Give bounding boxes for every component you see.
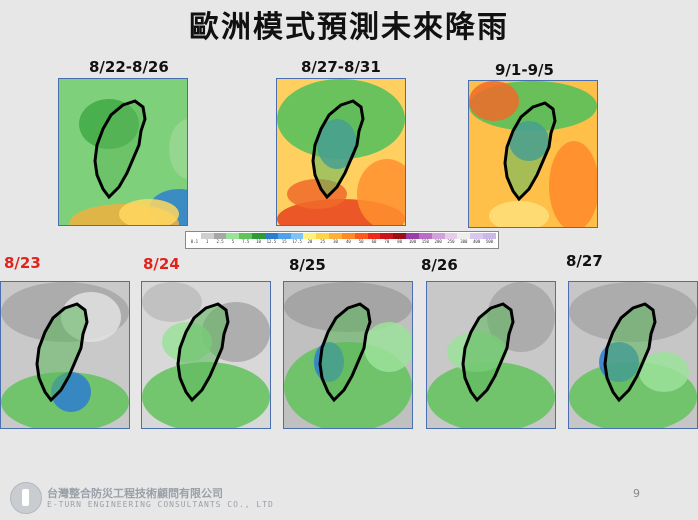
taiwan-outline xyxy=(461,302,515,403)
daily-rainfall-map-5 xyxy=(568,281,698,429)
page-number: 9 xyxy=(633,487,640,500)
color-scale-swatch xyxy=(239,233,253,239)
daily-rainfall-map-1 xyxy=(0,281,130,429)
taiwan-outline xyxy=(35,302,89,403)
company-name: 台灣整合防災工程技術顧問有限公司 xyxy=(47,487,223,500)
color-scale-tick: 5 xyxy=(231,239,235,244)
color-scale-swatch xyxy=(341,233,355,239)
daily-rainfall-map-2 xyxy=(141,281,271,429)
color-scale-tick: 17.5 xyxy=(292,239,302,244)
color-scale-tick: 200 xyxy=(434,239,442,244)
rainfall-color-scale: 0.1 1 2.5 5 7.5 10 12.5 15 17.5 20 25 30 40 50 60 70 80 1… xyxy=(185,231,499,249)
color-scale-tick: 25 xyxy=(320,239,326,244)
color-scale-swatch xyxy=(483,233,496,239)
color-scale-swatch xyxy=(418,233,432,239)
color-scale-swatch xyxy=(213,233,227,239)
color-scale-swatch xyxy=(264,233,278,239)
color-scale-tick: 100 xyxy=(408,239,417,244)
taiwan-outline xyxy=(318,302,372,403)
color-scale-tick: 12.5 xyxy=(266,239,277,244)
color-scale-swatch xyxy=(226,233,240,239)
weekly-label-3: 9/1-9/5 xyxy=(495,61,554,79)
daily-label-3: 8/25 xyxy=(289,256,326,274)
daily-label-1: 8/23 xyxy=(4,254,41,272)
color-scale-tick: 40 xyxy=(345,239,351,244)
taiwan-outline xyxy=(93,99,147,200)
color-scale-swatch xyxy=(431,233,445,239)
daily-label-5: 8/27 xyxy=(566,252,603,270)
color-scale-tick: 500 xyxy=(485,239,494,244)
taiwan-outline xyxy=(503,101,557,202)
color-scale-tick: 0.1 xyxy=(190,239,199,244)
rainfall-area xyxy=(119,199,179,225)
color-scale-tick: 15 xyxy=(281,239,287,244)
rainfall-area xyxy=(549,141,597,227)
weekly-rainfall-map-3 xyxy=(468,80,598,228)
rainfall-area xyxy=(142,282,202,322)
color-scale-swatch xyxy=(380,233,394,239)
color-scale-tick: 60 xyxy=(371,239,377,244)
color-scale-tick: 80 xyxy=(397,239,403,244)
taiwan-outline xyxy=(176,302,230,403)
weekly-label-2: 8/27-8/31 xyxy=(301,58,381,76)
rainfall-area xyxy=(639,352,689,392)
rainfall-field xyxy=(427,282,555,428)
color-scale-swatch xyxy=(354,233,368,239)
color-scale-swatch xyxy=(188,233,201,239)
color-scale-swatch xyxy=(444,233,458,239)
color-scale-tick: 10 xyxy=(256,239,261,244)
taiwan-outline xyxy=(603,302,657,403)
company-name-en: E-TURN ENGINEERING CONSULTANTS CO., LTD xyxy=(47,500,274,509)
rainfall-field xyxy=(277,79,405,225)
rainfall-field xyxy=(469,81,597,227)
color-scale-tick: 250 xyxy=(447,239,455,244)
rainfall-area xyxy=(357,159,405,225)
daily-label-2: 8/24 xyxy=(143,255,180,273)
rainfall-area xyxy=(427,362,555,428)
color-scale-tick: 400 xyxy=(473,239,481,244)
color-scale-tick: 7.5 xyxy=(242,239,250,244)
rainfall-area xyxy=(169,119,187,179)
company-logo-icon xyxy=(10,482,42,514)
rainfall-area xyxy=(142,362,270,428)
color-scale-swatch xyxy=(470,233,484,239)
daily-rainfall-map-4 xyxy=(426,281,556,429)
color-scale-swatch xyxy=(252,233,265,239)
color-scale-tick: 50 xyxy=(358,239,364,244)
rainfall-area xyxy=(469,81,519,121)
color-scale-tick: 70 xyxy=(384,239,390,244)
color-scale-swatch xyxy=(367,233,381,239)
rainfall-field xyxy=(569,282,697,428)
color-scale-swatch xyxy=(329,233,342,239)
color-scale-tick: 20 xyxy=(307,239,313,244)
daily-rainfall-map-3 xyxy=(283,281,413,429)
color-scale-tick: 2.5 xyxy=(216,239,224,244)
rainfall-area xyxy=(364,322,412,372)
color-scale-tick: 300 xyxy=(460,239,468,244)
color-scale-tick: 150 xyxy=(421,239,429,244)
weekly-rainfall-map-1 xyxy=(58,78,188,226)
color-scale-tick: 30 xyxy=(333,239,338,244)
color-scale-swatch xyxy=(406,233,419,239)
daily-label-4: 8/26 xyxy=(421,256,458,274)
color-scale-swatch xyxy=(277,233,291,239)
slide-title: 歐洲模式預測未來降雨 xyxy=(189,10,509,45)
color-scale-swatch xyxy=(290,233,304,239)
color-scale-swatch xyxy=(393,233,407,239)
color-scale-swatch xyxy=(200,233,214,239)
color-scale-tick: 1 xyxy=(206,239,209,244)
rainfall-area xyxy=(489,201,549,227)
taiwan-outline xyxy=(311,99,365,200)
weekly-rainfall-map-2 xyxy=(276,78,406,226)
rainfall-field xyxy=(142,282,270,428)
color-scale-swatch xyxy=(303,233,317,239)
rainfall-field xyxy=(284,282,412,428)
weekly-label-1: 8/22-8/26 xyxy=(89,58,169,76)
rainfall-field xyxy=(1,282,129,428)
rainfall-field xyxy=(59,79,187,225)
color-scale-swatch xyxy=(457,233,471,239)
color-scale-swatch xyxy=(316,233,330,239)
